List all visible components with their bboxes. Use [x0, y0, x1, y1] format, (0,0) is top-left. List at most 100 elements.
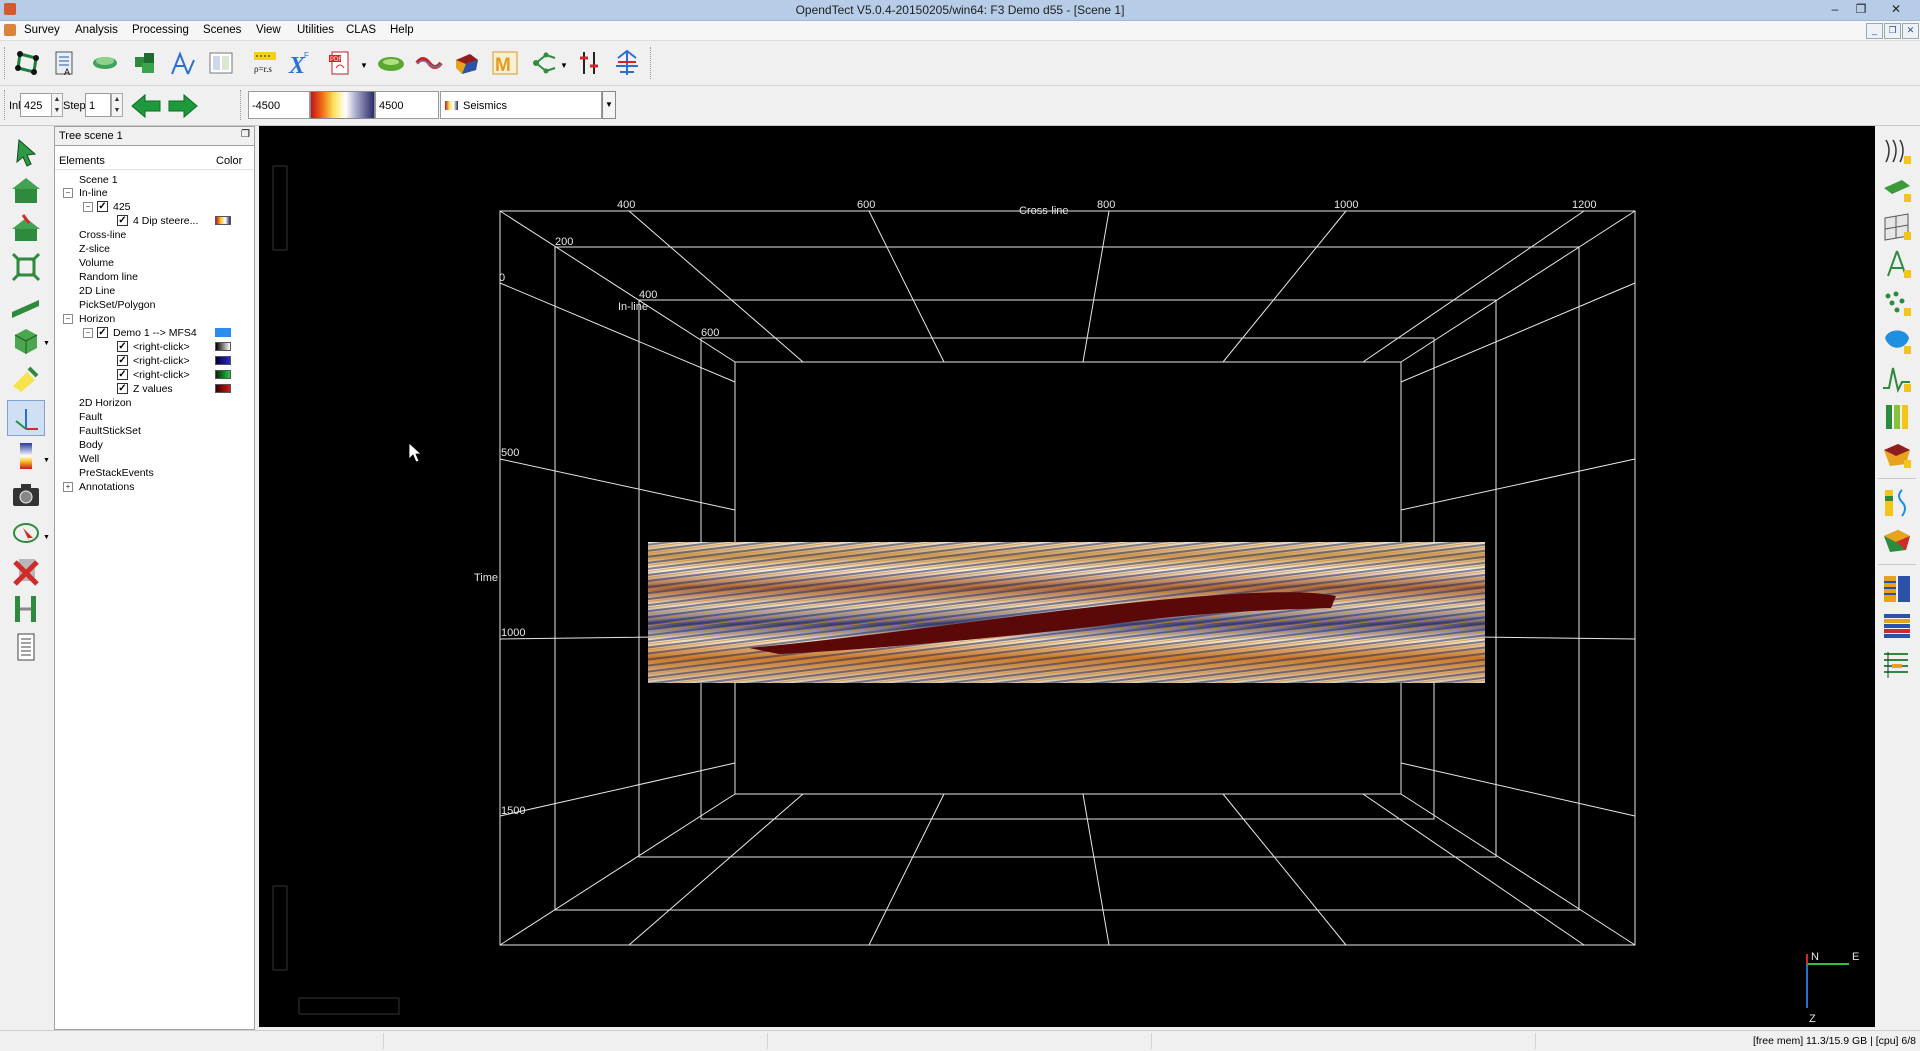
- collapse-425-icon[interactable]: −: [83, 202, 93, 212]
- cube-dropdown-arrow-icon[interactable]: ▼: [43, 340, 50, 347]
- well-log-icon[interactable]: [574, 48, 604, 78]
- tree-item-pickset-polygon[interactable]: PickSet/Polygon: [79, 299, 156, 311]
- volume-builder-icon[interactable]: [130, 48, 160, 78]
- tree-item-attribute-slot-3[interactable]: <right-click>: [133, 369, 190, 381]
- horizontal-rotate-slider[interactable]: [298, 997, 400, 1015]
- mdi-restore-button[interactable]: ❐: [1884, 23, 1901, 39]
- tree-item-dip-steered-attribute[interactable]: 4 Dip steere...: [133, 215, 199, 227]
- perspective-icon[interactable]: [9, 288, 43, 322]
- tree-item-attribute-slot-2[interactable]: <right-click>: [133, 355, 190, 367]
- tree-item-scene[interactable]: Scene 1: [79, 174, 118, 186]
- colorbar-dropdown-arrow-icon[interactable]: ▼: [43, 457, 50, 464]
- collapse-demo-horizon-icon[interactable]: −: [83, 328, 93, 338]
- remove-selection-icon[interactable]: [9, 554, 43, 588]
- mdi-minimize-button[interactable]: _: [1866, 23, 1883, 39]
- step-input[interactable]: 1: [85, 93, 111, 117]
- color-range-max-input[interactable]: 4500: [375, 91, 439, 119]
- horizon-manager-icon[interactable]: [90, 48, 120, 78]
- network-dropdown-arrow-icon[interactable]: ▼: [560, 61, 568, 70]
- menu-utilities[interactable]: Utilities: [297, 24, 335, 36]
- minimize-button[interactable]: –: [1831, 2, 1839, 16]
- horizon-surface[interactable]: [749, 592, 1336, 654]
- scene-canvas[interactable]: Cross-line 400 600 800 1000 1200 In-line…: [259, 126, 1875, 1027]
- colortable-select[interactable]: Seismics: [440, 91, 602, 119]
- pdf-export-icon[interactable]: PDF: [326, 48, 356, 78]
- elements-column-header[interactable]: Elements: [59, 155, 105, 167]
- tree-item-demo-horizon[interactable]: Demo 1 --> MFS4: [113, 327, 197, 339]
- orthographic-cube-icon[interactable]: [9, 324, 43, 358]
- previous-slice-arrow-icon[interactable]: [130, 93, 162, 119]
- tree-item-horizon[interactable]: Horizon: [79, 313, 116, 325]
- snapshot-camera-icon[interactable]: [9, 478, 43, 512]
- collapse-inline-icon[interactable]: −: [63, 188, 73, 198]
- inline-spinner[interactable]: ▲ ▼: [51, 93, 63, 117]
- tree-item-well[interactable]: Well: [79, 453, 100, 465]
- pointer-mode-icon[interactable]: [9, 136, 43, 170]
- inline-number-input[interactable]: 425: [20, 93, 52, 117]
- log-display-icon[interactable]: [1880, 486, 1914, 520]
- pickset-tool-icon[interactable]: [1880, 248, 1914, 282]
- close-button[interactable]: ✕: [1890, 2, 1902, 16]
- tree-item-z-values[interactable]: Z values: [133, 383, 173, 395]
- set-home-icon[interactable]: [9, 212, 43, 246]
- tree-item-random-line[interactable]: Random line: [79, 271, 138, 283]
- collapse-horizon-icon[interactable]: −: [63, 314, 73, 324]
- view-all-icon[interactable]: [9, 250, 43, 284]
- tree-item-2d-horizon[interactable]: 2D Horizon: [79, 397, 132, 409]
- survey-setup-icon[interactable]: [12, 48, 42, 78]
- tree-item-prestack-events[interactable]: PreStackEvents: [79, 467, 154, 479]
- grid-tool-icon[interactable]: [1880, 210, 1914, 244]
- tree-item-inline-425[interactable]: 425: [113, 201, 131, 213]
- dip-steered-attribute-checkbox[interactable]: ✓: [117, 215, 128, 226]
- polygon-select-icon[interactable]: [9, 516, 43, 550]
- layer-stack-icon[interactable]: [1880, 610, 1914, 644]
- rock-physics-icon[interactable]: ρ=r.s: [250, 48, 280, 78]
- body-icon[interactable]: [452, 48, 482, 78]
- 3d-scene-viewer[interactable]: Cross-line 400 600 800 1000 1200 In-line…: [259, 126, 1875, 1027]
- menu-processing[interactable]: Processing: [132, 24, 189, 36]
- rotate-slider-track[interactable]: [272, 885, 288, 971]
- attribute-slot-3-checkbox[interactable]: ✓: [117, 369, 128, 380]
- synthetic-tie-icon[interactable]: [1880, 648, 1914, 682]
- tree-item-faultstickset[interactable]: FaultStickSet: [79, 425, 141, 437]
- inline-425-checkbox[interactable]: ✓: [97, 201, 108, 212]
- color-range-min-input[interactable]: -4500: [248, 91, 310, 119]
- float-panel-icon[interactable]: ❐: [241, 129, 250, 140]
- volume-render-icon[interactable]: [1880, 524, 1914, 558]
- faults-tool-icon[interactable]: [1880, 134, 1914, 168]
- zoom-slider-track[interactable]: [272, 165, 288, 251]
- scatter-tool-icon[interactable]: [1880, 286, 1914, 320]
- attribute-slot-2-checkbox[interactable]: ✓: [117, 355, 128, 366]
- horizon-tool-icon[interactable]: [1880, 172, 1914, 206]
- scene-properties-icon[interactable]: [9, 630, 43, 664]
- colortable-dropdown-arrow-icon[interactable]: ▼: [602, 91, 616, 119]
- well-tie-icon[interactable]: [168, 48, 198, 78]
- strat-column-icon[interactable]: [1880, 572, 1914, 606]
- attribute-set-icon[interactable]: A: [50, 48, 80, 78]
- tree-item-annotations[interactable]: Annotations: [79, 481, 135, 493]
- tree-item-fault[interactable]: Fault: [79, 411, 103, 423]
- crossplot-icon[interactable]: XF: [286, 48, 316, 78]
- volume-tool-icon[interactable]: [1880, 438, 1914, 472]
- horizon-color-swatch[interactable]: [215, 328, 231, 337]
- tree-item-crossline[interactable]: Cross-line: [79, 229, 127, 241]
- menu-view[interactable]: View: [256, 24, 281, 36]
- pdf-dropdown-arrow-icon[interactable]: ▼: [360, 61, 368, 70]
- menu-analysis[interactable]: Analysis: [75, 24, 118, 36]
- colorbar-icon[interactable]: [9, 439, 43, 473]
- tree-item-body[interactable]: Body: [79, 439, 103, 451]
- tree-item-zslice[interactable]: Z-slice: [79, 243, 110, 255]
- madagascar-icon[interactable]: M: [490, 48, 520, 78]
- menu-help[interactable]: Help: [390, 24, 414, 36]
- polygon-dropdown-arrow-icon[interactable]: ▼: [43, 534, 50, 541]
- view-home-icon[interactable]: [9, 174, 43, 208]
- demo-horizon-checkbox[interactable]: ✓: [97, 327, 108, 338]
- seismic-inline-section[interactable]: [648, 542, 1485, 683]
- expand-annotations-icon[interactable]: +: [63, 482, 73, 492]
- wavelet-tool-icon[interactable]: [1880, 362, 1914, 396]
- network-tree-icon[interactable]: [530, 48, 560, 78]
- app-menu-icon[interactable]: [4, 24, 16, 36]
- z-values-checkbox[interactable]: ✓: [117, 383, 128, 394]
- axes-icon[interactable]: [9, 401, 43, 435]
- tree-item-volume[interactable]: Volume: [79, 257, 115, 269]
